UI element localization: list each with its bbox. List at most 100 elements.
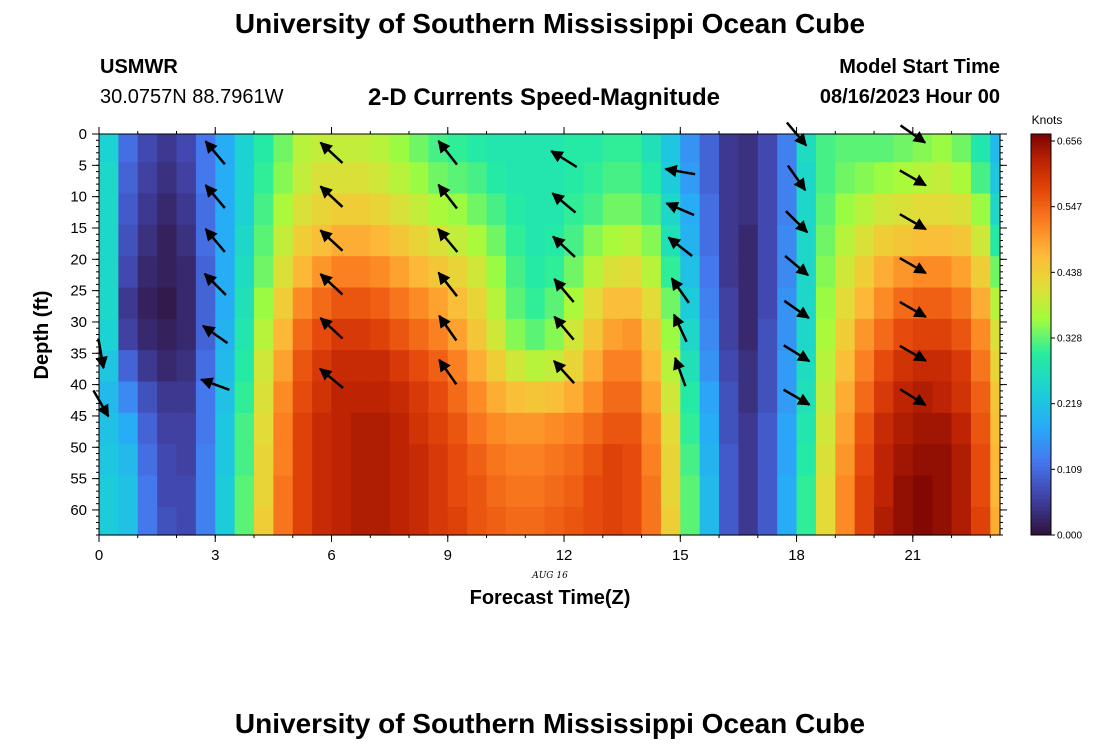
heatmap-cell	[951, 162, 972, 195]
heatmap-cell	[951, 287, 972, 320]
heatmap-cell	[835, 381, 856, 414]
heatmap-cell	[680, 318, 701, 351]
heatmap-cell	[176, 287, 197, 320]
colorbar-segment	[1031, 242, 1051, 247]
heatmap-cell	[331, 162, 352, 195]
heatmap-cell	[331, 224, 352, 257]
current-vector-arrow	[664, 164, 696, 178]
colorbar-segment	[1031, 362, 1051, 368]
colorbar-tick-label: 0.328	[1057, 334, 1082, 345]
heatmap-cell	[118, 256, 139, 289]
heatmap-cell	[273, 475, 294, 508]
current-vector-arrow	[204, 184, 226, 209]
heatmap-cell	[990, 444, 1001, 477]
heatmap-cell	[719, 475, 740, 508]
heatmap-cell	[99, 193, 119, 226]
heatmap-cell	[564, 193, 585, 226]
current-vector-arrow	[319, 367, 344, 389]
heatmap-cell	[583, 256, 604, 289]
heatmap-cell	[312, 134, 333, 163]
heatmap-cell	[118, 287, 139, 320]
heatmap-cell	[292, 350, 313, 383]
heatmap-cell	[544, 350, 565, 383]
colorbar-segment	[1031, 398, 1051, 404]
heatmap-cell	[292, 256, 313, 289]
heatmap-cell	[215, 475, 236, 508]
heatmap-cell	[312, 193, 333, 226]
current-vector-arrow	[786, 164, 807, 192]
heatmap-cell	[389, 444, 410, 477]
heatmap-cell	[409, 381, 429, 414]
heatmap-cell	[757, 381, 778, 414]
heatmap-cell	[312, 506, 333, 536]
heatmap-cell	[583, 318, 604, 351]
colorbar-segment	[1031, 350, 1051, 356]
heatmap-cell	[777, 318, 798, 351]
heatmap-cell	[428, 350, 449, 383]
heatmap-cell	[622, 162, 643, 195]
current-vector-arrow	[438, 358, 458, 386]
heatmap-cell	[370, 193, 391, 226]
heatmap-cell	[583, 412, 604, 445]
heatmap-cell	[815, 475, 836, 508]
heatmap-cell	[370, 162, 391, 195]
heatmap-cell	[467, 256, 488, 289]
heatmap-cell	[990, 506, 1001, 536]
heatmap-cell	[428, 412, 449, 445]
heatmap-cell	[719, 444, 740, 477]
heatmap-cell	[157, 134, 178, 163]
heatmap-cell	[176, 506, 197, 536]
heatmap-cell	[254, 287, 274, 320]
current-vector-arrow	[201, 324, 229, 345]
heatmap-cell	[719, 134, 740, 163]
heatmap-cell	[215, 224, 236, 257]
heatmap-cell	[757, 506, 778, 536]
heatmap-cell	[544, 381, 565, 414]
heatmap-cell	[505, 381, 526, 414]
heatmap-cell	[738, 287, 759, 320]
colorbar-segment	[1031, 326, 1051, 331]
x-axis-label: Forecast Time(Z)	[470, 587, 631, 609]
colorbar-segment	[1031, 426, 1051, 432]
heatmap-cell	[447, 134, 468, 163]
heatmap-cell	[447, 475, 468, 508]
colorbar-segment	[1031, 406, 1051, 412]
colorbar-segment	[1031, 154, 1051, 159]
heatmap-cell	[254, 506, 274, 536]
heatmap-cell	[932, 381, 953, 414]
heatmap-cell	[486, 287, 507, 320]
colorbar-segment	[1031, 262, 1051, 267]
heatmap-cell	[757, 475, 778, 508]
heatmap-cell	[389, 412, 410, 445]
heatmap-cell	[893, 162, 914, 195]
heatmap-cell	[195, 444, 216, 477]
x-tick-label: 15	[672, 547, 689, 564]
heatmap-cell	[505, 318, 526, 351]
heatmap-cell	[118, 193, 139, 226]
heatmap-cell	[970, 412, 991, 445]
heatmap-cell	[99, 475, 119, 508]
colorbar-segment	[1031, 222, 1051, 227]
heatmap-cell	[583, 162, 604, 195]
current-vector-arrow	[204, 228, 226, 253]
colorbar-segment	[1031, 510, 1051, 516]
heatmap-cell	[757, 193, 778, 226]
heatmap-cell	[525, 162, 546, 195]
heatmap-cell	[777, 444, 798, 477]
current-vector-arrow	[319, 229, 344, 252]
heatmap-cell	[757, 256, 778, 289]
heatmap-cell	[815, 193, 836, 226]
heatmap-cell	[389, 134, 410, 163]
heatmap-cell	[796, 506, 817, 536]
heatmap-cell	[796, 287, 817, 320]
colorbar-segment	[1031, 386, 1051, 392]
current-vector-arrow	[673, 356, 687, 387]
heatmap-cell	[970, 381, 991, 414]
heatmap-cell	[893, 475, 914, 508]
heatmap-cell	[738, 224, 759, 257]
heatmap-cell	[893, 193, 914, 226]
heatmap-cell	[970, 162, 991, 195]
heatmap-cell	[544, 475, 565, 508]
heatmap-cell	[505, 224, 526, 257]
